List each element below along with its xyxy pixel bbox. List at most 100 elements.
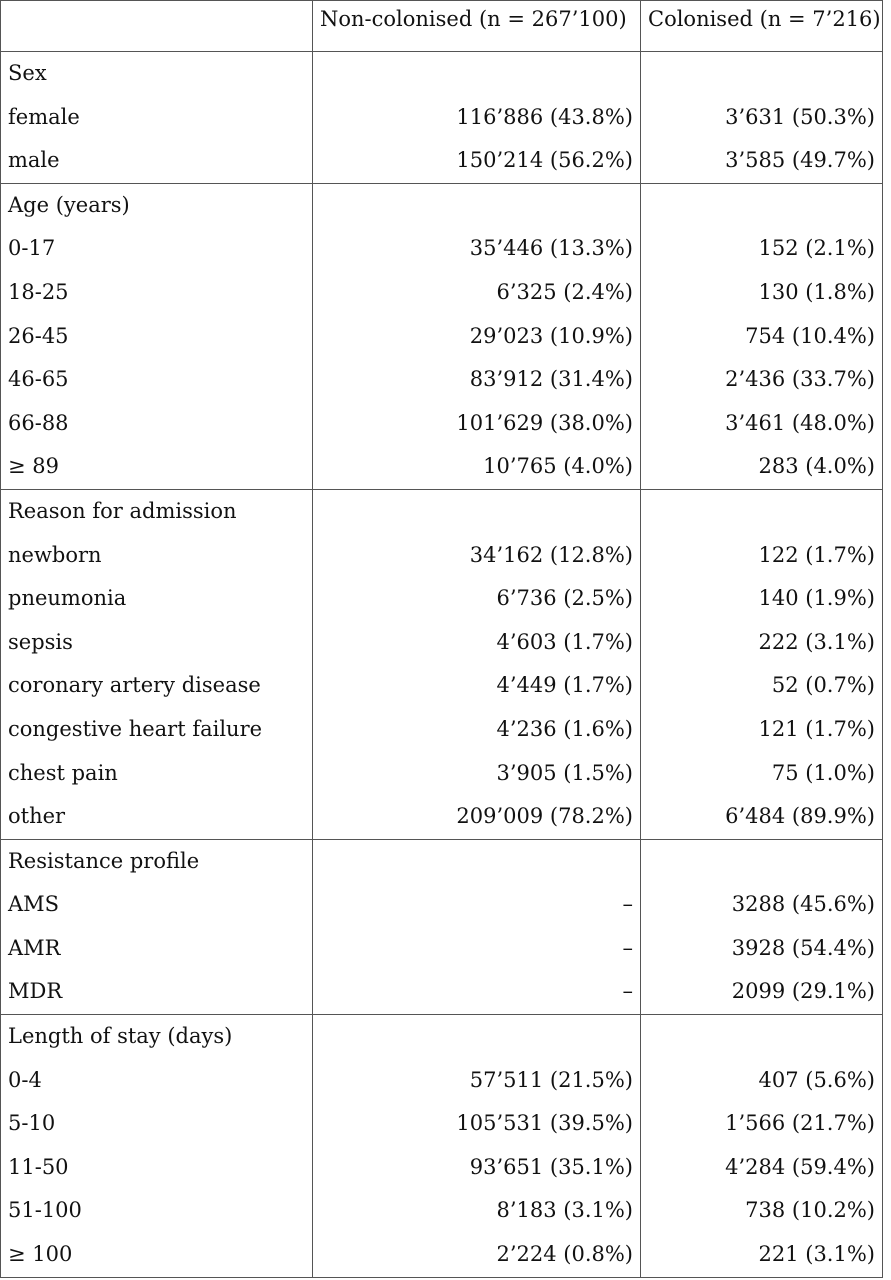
row-label: sepsis (0, 620, 313, 665)
noncolonised-value: 8’183 (3.1%) (312, 1189, 641, 1234)
colonised-value: 6’484 (89.9%) (640, 795, 883, 840)
noncolonised-value: 34’162 (12.8%) (312, 533, 641, 578)
noncolonised-value: 150’214 (56.2%) (312, 139, 641, 184)
section-header-row: Sex (0, 50, 883, 96)
row-label: female (0, 95, 313, 140)
table-row: 11-50 93’651 (35.1%) 4’284 (59.4%) (0, 1145, 883, 1190)
colonised-value: 407 (5.6%) (640, 1058, 883, 1103)
section-title: Length of stay (days) (0, 1014, 313, 1059)
row-label: other (0, 795, 313, 840)
table-row: coronary artery disease 4’449 (1.7%) 52 (0… (0, 664, 883, 708)
row-label: 66-88 (0, 401, 313, 446)
table-row: 26-45 29’023 (10.9%) 754 (10.4%) (0, 314, 883, 359)
noncolonised-value: 57’511 (21.5%) (312, 1058, 641, 1103)
colonised-value: 2’436 (33.7%) (640, 358, 883, 402)
section-title: Reason for admission (0, 488, 313, 534)
section-empty-cell (312, 182, 641, 228)
row-label: 46-65 (0, 358, 313, 402)
colonised-value: 3288 (45.6%) (640, 883, 883, 927)
colonised-value: 1’566 (21.7%) (640, 1102, 883, 1146)
row-label: 51-100 (0, 1189, 313, 1234)
row-label: coronary artery disease (0, 664, 313, 708)
colonised-value: 3928 (54.4%) (640, 926, 883, 971)
noncolonised-value: – (312, 970, 641, 1015)
colonised-value: 75 (1.0%) (640, 751, 883, 796)
noncolonised-value: 209’009 (78.2%) (312, 795, 641, 840)
row-label: ≥ 100 (0, 1233, 313, 1278)
section-empty-cell (312, 488, 641, 534)
noncolonised-value: 93’651 (35.1%) (312, 1145, 641, 1190)
row-label: male (0, 139, 313, 184)
section-empty-cell (640, 1014, 883, 1059)
colonised-value: 2099 (29.1%) (640, 970, 883, 1015)
row-label: MDR (0, 970, 313, 1015)
header-empty-cell (0, 0, 313, 52)
noncolonised-value: 116’886 (43.8%) (312, 95, 641, 140)
row-label: 0-4 (0, 1058, 313, 1103)
row-label: 18-25 (0, 270, 313, 315)
table-row: sepsis 4’603 (1.7%) 222 (3.1%) (0, 620, 883, 665)
table-row: 66-88 101’629 (38.0%) 3’461 (48.0%) (0, 401, 883, 446)
table-row: 46-65 83’912 (31.4%) 2’436 (33.7%) (0, 358, 883, 402)
colonised-value: 738 (10.2%) (640, 1189, 883, 1234)
table-row: 51-100 8’183 (3.1%) 738 (10.2%) (0, 1189, 883, 1234)
table-row: AMR –3928 (54.4%) (0, 926, 883, 971)
section-title: Resistance profile (0, 838, 313, 884)
noncolonised-value: 101’629 (38.0%) (312, 401, 641, 446)
noncolonised-value: 6’736 (2.5%) (312, 577, 641, 621)
table-row: MDR –2099 (29.1%) (0, 970, 883, 1015)
noncolonised-value: – (312, 883, 641, 927)
colonised-value: 283 (4.0%) (640, 445, 883, 490)
colonised-value: 3’461 (48.0%) (640, 401, 883, 446)
colonised-value: 222 (3.1%) (640, 620, 883, 665)
colonised-value: 130 (1.8%) (640, 270, 883, 315)
row-label: 11-50 (0, 1145, 313, 1190)
noncolonised-value: 4’449 (1.7%) (312, 664, 641, 708)
table-row: female 116’886 (43.8%) 3’631 (50.3%) (0, 95, 883, 140)
section-empty-cell (312, 838, 641, 884)
header-noncolonised: Non-colonised (n = 267’100) (312, 0, 641, 52)
noncolonised-value: 10’765 (4.0%) (312, 445, 641, 490)
row-label: ≥ 89 (0, 445, 313, 490)
colonised-value: 3’585 (49.7%) (640, 139, 883, 184)
table-row: ≥ 100 2’224 (0.8%) 221 (3.1%) (0, 1233, 883, 1278)
table-row: 0-4 57’511 (21.5%) 407 (5.6%) (0, 1058, 883, 1103)
section-header-row: Length of stay (days) (0, 1014, 883, 1059)
table-row: newborn 34’162 (12.8%) 122 (1.7%) (0, 533, 883, 578)
section-empty-cell (640, 50, 883, 96)
colonised-value: 121 (1.7%) (640, 707, 883, 752)
table-row: 18-25 6’325 (2.4%) 130 (1.8%) (0, 270, 883, 315)
table-row: male 150’214 (56.2%) 3’585 (49.7%) (0, 139, 883, 184)
colonised-value: 122 (1.7%) (640, 533, 883, 578)
colonised-value: 3’631 (50.3%) (640, 95, 883, 140)
table-row: 5-10 105’531 (39.5%) 1’566 (21.7%) (0, 1102, 883, 1146)
row-label: 0-17 (0, 227, 313, 271)
row-label: chest pain (0, 751, 313, 796)
colonised-value: 221 (3.1%) (640, 1233, 883, 1278)
table-row: other 209’009 (78.2%) 6’484 (89.9%) (0, 795, 883, 840)
row-label: AMR (0, 926, 313, 971)
section-title: Sex (0, 50, 313, 96)
header-row: Non-colonised (n = 267’100) Colonised (n… (0, 0, 883, 52)
section-empty-cell (640, 182, 883, 228)
section-empty-cell (640, 838, 883, 884)
section-title: Age (years) (0, 182, 313, 228)
section-empty-cell (312, 50, 641, 96)
noncolonised-value: 2’224 (0.8%) (312, 1233, 641, 1278)
noncolonised-value: 35’446 (13.3%) (312, 227, 641, 271)
noncolonised-value: 4’603 (1.7%) (312, 620, 641, 665)
section-empty-cell (312, 1014, 641, 1059)
noncolonised-value: 6’325 (2.4%) (312, 270, 641, 315)
row-label: pneumonia (0, 577, 313, 621)
section-empty-cell (640, 488, 883, 534)
noncolonised-value: 4’236 (1.6%) (312, 707, 641, 752)
table-row: pneumonia 6’736 (2.5%) 140 (1.9%) (0, 577, 883, 621)
colonised-value: 140 (1.9%) (640, 577, 883, 621)
table-row: 0-17 35’446 (13.3%) 152 (2.1%) (0, 227, 883, 271)
row-label: congestive heart failure (0, 707, 313, 752)
table-row: ≥ 89 10’765 (4.0%) 283 (4.0%) (0, 445, 883, 490)
noncolonised-value: 3’905 (1.5%) (312, 751, 641, 796)
